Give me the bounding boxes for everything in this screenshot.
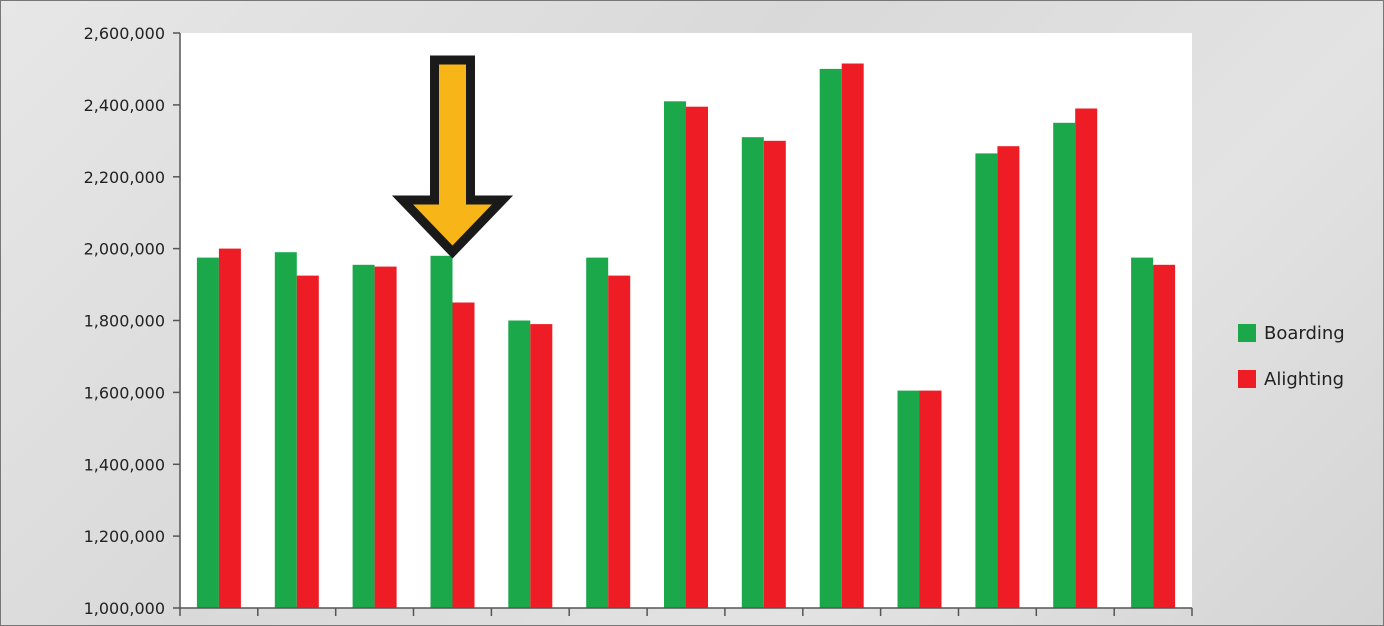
boarding-bar [586, 257, 609, 608]
bars-group [196, 63, 1176, 609]
alighting-bar [997, 146, 1020, 608]
legend-swatch-alighting [1238, 370, 1256, 388]
legend: Boarding Alighting [1238, 323, 1345, 390]
boarding-bar [819, 68, 842, 608]
y-tick-label: 1,400,000 [84, 455, 165, 474]
y-tick-label: 2,400,000 [84, 96, 165, 115]
boarding-bar [1131, 257, 1154, 608]
boarding-bar [508, 320, 531, 608]
y-tick-label: 1,800,000 [84, 312, 165, 331]
alighting-bar [374, 266, 397, 608]
axis-ticks [173, 32, 1193, 616]
alighting-bar [763, 140, 786, 609]
boarding-bar [352, 264, 375, 608]
boarding-bar [975, 153, 998, 608]
alighting-bar [218, 248, 241, 608]
legend-swatch-boarding [1238, 324, 1256, 342]
y-tick-label: 2,000,000 [84, 240, 165, 259]
alighting-bar [686, 106, 708, 608]
y-tick-label: 1,200,000 [84, 527, 165, 546]
legend-label-boarding: Boarding [1264, 323, 1345, 344]
annotation-layer [391, 55, 514, 259]
y-tick-label: 2,600,000 [84, 24, 165, 43]
boarding-bar [741, 137, 764, 608]
y-tick-label: 1,000,000 [84, 599, 165, 618]
alighting-bar [296, 275, 319, 608]
alighting-bar [608, 275, 631, 608]
boarding-bar [430, 255, 453, 609]
y-tick-label: 2,200,000 [84, 168, 165, 187]
alighting-bar [841, 63, 864, 608]
alighting-bar [452, 302, 475, 608]
boarding-bar [1053, 122, 1076, 609]
boarding-bar [664, 101, 686, 609]
boarding-bar [196, 257, 219, 608]
legend-label-alighting: Alighting [1264, 369, 1344, 390]
down-arrow-icon [391, 55, 514, 259]
boarding-bar [274, 252, 297, 608]
y-tick-label: 1,600,000 [84, 383, 165, 402]
alighting-bar [919, 390, 942, 608]
boarding-bar [897, 390, 920, 608]
y-axis-labels: 1,000,000 1,200,000 1,400,000 1,600,000 1,80… [84, 24, 165, 618]
alighting-bar [1153, 264, 1176, 608]
alighting-bar [1075, 108, 1098, 608]
alighting-bar [530, 324, 553, 608]
